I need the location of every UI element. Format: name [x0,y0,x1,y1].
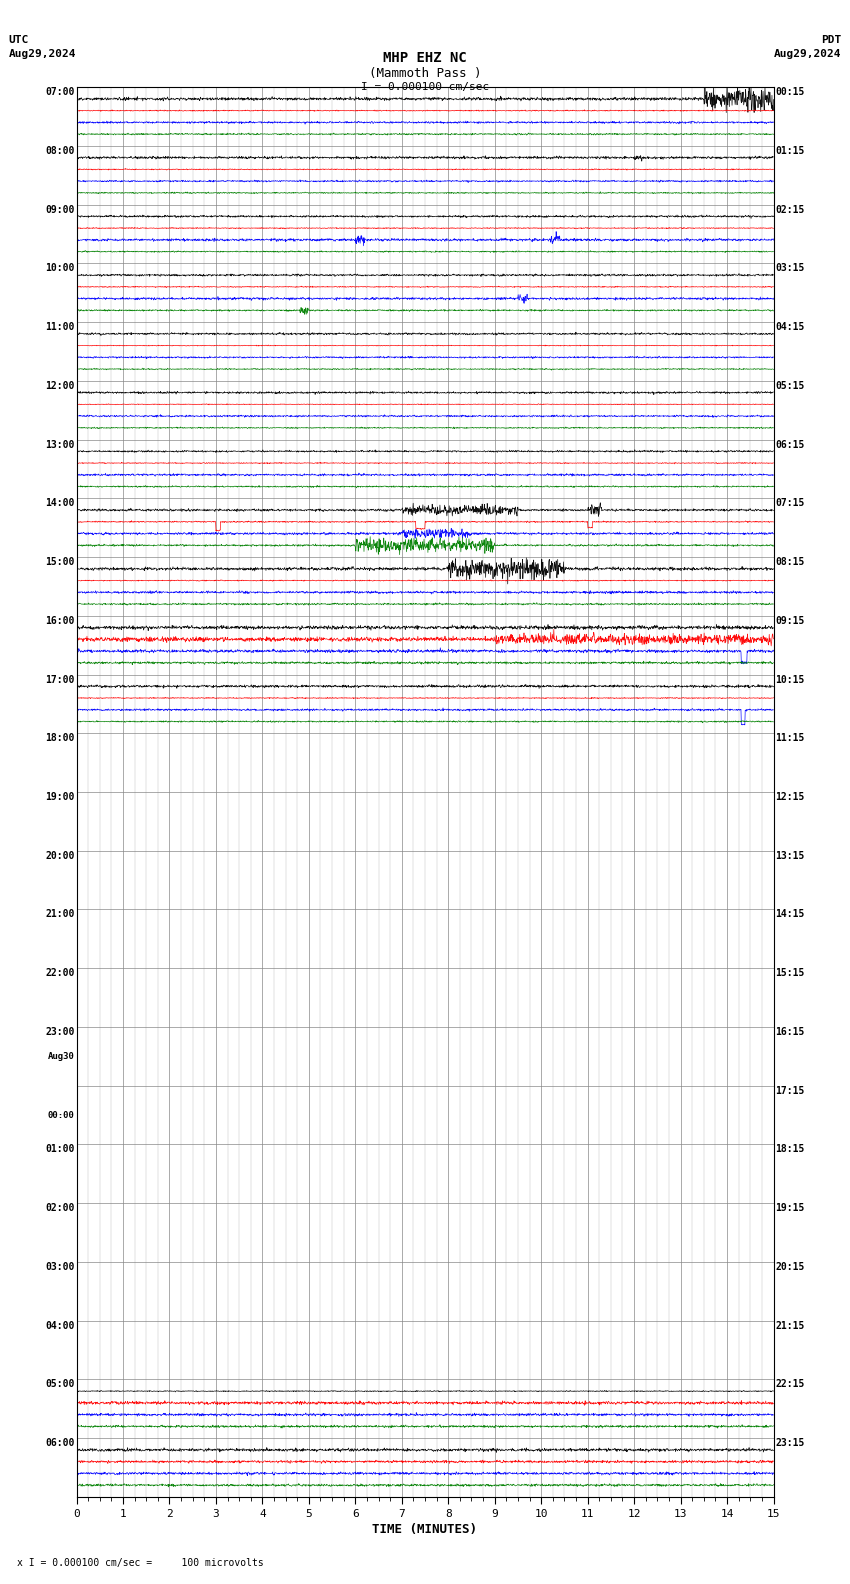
Text: 19:15: 19:15 [775,1204,805,1213]
Text: 17:00: 17:00 [45,675,75,684]
Text: 19:00: 19:00 [45,792,75,802]
Text: 14:00: 14:00 [45,499,75,508]
Text: Aug30: Aug30 [48,1052,75,1061]
Text: 12:15: 12:15 [775,792,805,802]
Text: 01:00: 01:00 [45,1144,75,1155]
Text: 11:15: 11:15 [775,733,805,743]
X-axis label: TIME (MINUTES): TIME (MINUTES) [372,1522,478,1536]
Text: 18:00: 18:00 [45,733,75,743]
Text: 18:15: 18:15 [775,1144,805,1155]
Text: 07:00: 07:00 [45,87,75,97]
Text: 01:15: 01:15 [775,146,805,155]
Text: 00:15: 00:15 [775,87,805,97]
Text: 23:15: 23:15 [775,1438,805,1448]
Text: 02:15: 02:15 [775,204,805,214]
Text: 00:00: 00:00 [48,1110,75,1120]
Text: MHP EHZ NC: MHP EHZ NC [383,51,467,65]
Text: 05:00: 05:00 [45,1380,75,1389]
Text: 14:15: 14:15 [775,909,805,919]
Text: Aug29,2024: Aug29,2024 [8,49,76,59]
Text: PDT: PDT [821,35,842,44]
Text: 08:15: 08:15 [775,558,805,567]
Text: UTC: UTC [8,35,29,44]
Text: 06:00: 06:00 [45,1438,75,1448]
Text: x I = 0.000100 cm/sec =     100 microvolts: x I = 0.000100 cm/sec = 100 microvolts [17,1559,264,1568]
Text: 16:00: 16:00 [45,616,75,626]
Text: 08:00: 08:00 [45,146,75,155]
Text: 20:15: 20:15 [775,1262,805,1272]
Text: 05:15: 05:15 [775,380,805,391]
Text: 20:00: 20:00 [45,851,75,860]
Text: I = 0.000100 cm/sec: I = 0.000100 cm/sec [361,82,489,92]
Text: 10:00: 10:00 [45,263,75,274]
Text: 17:15: 17:15 [775,1085,805,1096]
Text: (Mammoth Pass ): (Mammoth Pass ) [369,67,481,79]
Text: 12:00: 12:00 [45,380,75,391]
Text: 03:00: 03:00 [45,1262,75,1272]
Text: 10:15: 10:15 [775,675,805,684]
Text: 22:00: 22:00 [45,968,75,979]
Text: 21:00: 21:00 [45,909,75,919]
Text: 11:00: 11:00 [45,322,75,333]
Text: Aug29,2024: Aug29,2024 [774,49,842,59]
Text: 02:00: 02:00 [45,1204,75,1213]
Text: 22:15: 22:15 [775,1380,805,1389]
Text: 23:00: 23:00 [45,1026,75,1038]
Text: 15:00: 15:00 [45,558,75,567]
Text: 13:00: 13:00 [45,440,75,450]
Text: 13:15: 13:15 [775,851,805,860]
Text: 21:15: 21:15 [775,1321,805,1331]
Text: 06:15: 06:15 [775,440,805,450]
Text: 16:15: 16:15 [775,1026,805,1038]
Text: 04:15: 04:15 [775,322,805,333]
Text: 03:15: 03:15 [775,263,805,274]
Text: 09:00: 09:00 [45,204,75,214]
Text: 09:15: 09:15 [775,616,805,626]
Text: 07:15: 07:15 [775,499,805,508]
Text: 15:15: 15:15 [775,968,805,979]
Text: 04:00: 04:00 [45,1321,75,1331]
